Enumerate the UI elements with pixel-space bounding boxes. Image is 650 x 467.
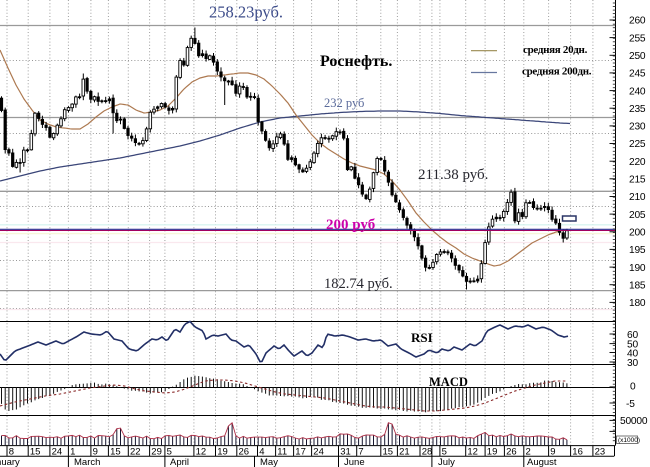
svg-text:31: 31 bbox=[340, 447, 351, 458]
svg-text:4: 4 bbox=[259, 447, 264, 458]
svg-text:24: 24 bbox=[313, 447, 324, 458]
svg-text:0: 0 bbox=[630, 382, 636, 393]
svg-text:12: 12 bbox=[467, 447, 478, 458]
svg-text:225: 225 bbox=[629, 139, 646, 150]
svg-text:8: 8 bbox=[9, 447, 14, 458]
svg-text:May: May bbox=[260, 457, 278, 467]
svg-text:June: June bbox=[344, 457, 365, 467]
svg-text:230: 230 bbox=[629, 122, 646, 133]
svg-text:15: 15 bbox=[383, 447, 394, 458]
svg-text:15: 15 bbox=[30, 447, 41, 458]
svg-text:50: 50 bbox=[627, 339, 638, 350]
svg-text:210: 210 bbox=[629, 192, 646, 203]
svg-text:200: 200 bbox=[629, 228, 646, 239]
svg-text:(x1000): (x1000) bbox=[618, 437, 640, 444]
svg-text:22: 22 bbox=[130, 447, 141, 458]
svg-text:19: 19 bbox=[487, 447, 498, 458]
svg-text:средняя 20дн.: средняя 20дн. bbox=[523, 44, 588, 56]
svg-text:211.38 руб.: 211.38 руб. bbox=[418, 167, 488, 183]
svg-text:240: 240 bbox=[629, 86, 646, 97]
svg-text:60: 60 bbox=[627, 330, 638, 341]
svg-text:21: 21 bbox=[399, 447, 410, 458]
svg-text:2: 2 bbox=[526, 447, 531, 458]
svg-text:185: 185 bbox=[629, 280, 646, 291]
svg-text:12: 12 bbox=[196, 447, 207, 458]
svg-text:19: 19 bbox=[217, 447, 228, 458]
svg-text:245: 245 bbox=[629, 69, 646, 80]
svg-text:220: 220 bbox=[629, 157, 646, 168]
svg-text:August: August bbox=[527, 457, 557, 467]
svg-text:5: 5 bbox=[442, 447, 447, 458]
svg-text:260: 260 bbox=[629, 16, 646, 27]
svg-text:195: 195 bbox=[629, 245, 646, 256]
svg-text:11: 11 bbox=[277, 447, 287, 458]
svg-text:July: July bbox=[438, 457, 455, 467]
svg-text:232 руб: 232 руб bbox=[324, 96, 364, 110]
svg-text:9: 9 bbox=[550, 447, 555, 458]
svg-text:7: 7 bbox=[358, 447, 363, 458]
svg-text:17: 17 bbox=[295, 447, 306, 458]
svg-text:RSI: RSI bbox=[411, 330, 433, 345]
svg-text:180: 180 bbox=[629, 298, 646, 309]
svg-text:24: 24 bbox=[52, 447, 63, 458]
svg-text:January: January bbox=[0, 457, 20, 467]
svg-text:средняя 200дн.: средняя 200дн. bbox=[522, 66, 592, 78]
svg-text:-5: -5 bbox=[626, 399, 635, 410]
svg-text:15: 15 bbox=[110, 447, 121, 458]
svg-text:205: 205 bbox=[629, 210, 646, 221]
svg-text:182.74 руб.: 182.74 руб. bbox=[324, 276, 393, 292]
svg-text:1: 1 bbox=[70, 447, 75, 458]
svg-text:28: 28 bbox=[422, 447, 433, 458]
svg-text:March: March bbox=[74, 457, 100, 467]
svg-text:235: 235 bbox=[629, 104, 646, 115]
svg-text:30: 30 bbox=[627, 358, 638, 369]
svg-text:26: 26 bbox=[506, 447, 517, 458]
svg-text:200 руб: 200 руб bbox=[326, 217, 375, 233]
svg-text:215: 215 bbox=[629, 175, 646, 186]
svg-text:9: 9 bbox=[93, 447, 98, 458]
svg-text:16: 16 bbox=[572, 447, 583, 458]
svg-text:190: 190 bbox=[629, 263, 646, 274]
svg-text:April: April bbox=[170, 457, 189, 467]
svg-text:26: 26 bbox=[239, 447, 250, 458]
svg-text:23: 23 bbox=[595, 447, 606, 458]
svg-text:MACD: MACD bbox=[429, 375, 468, 389]
svg-text:250: 250 bbox=[629, 51, 646, 62]
svg-text:Роснефть.: Роснефть. bbox=[320, 53, 392, 70]
svg-text:50000: 50000 bbox=[620, 416, 648, 427]
svg-text:258.23руб.: 258.23руб. bbox=[209, 3, 283, 22]
svg-text:255: 255 bbox=[629, 33, 646, 44]
svg-text:40: 40 bbox=[627, 348, 638, 359]
svg-text:29: 29 bbox=[151, 447, 162, 458]
svg-text:5: 5 bbox=[167, 447, 172, 458]
